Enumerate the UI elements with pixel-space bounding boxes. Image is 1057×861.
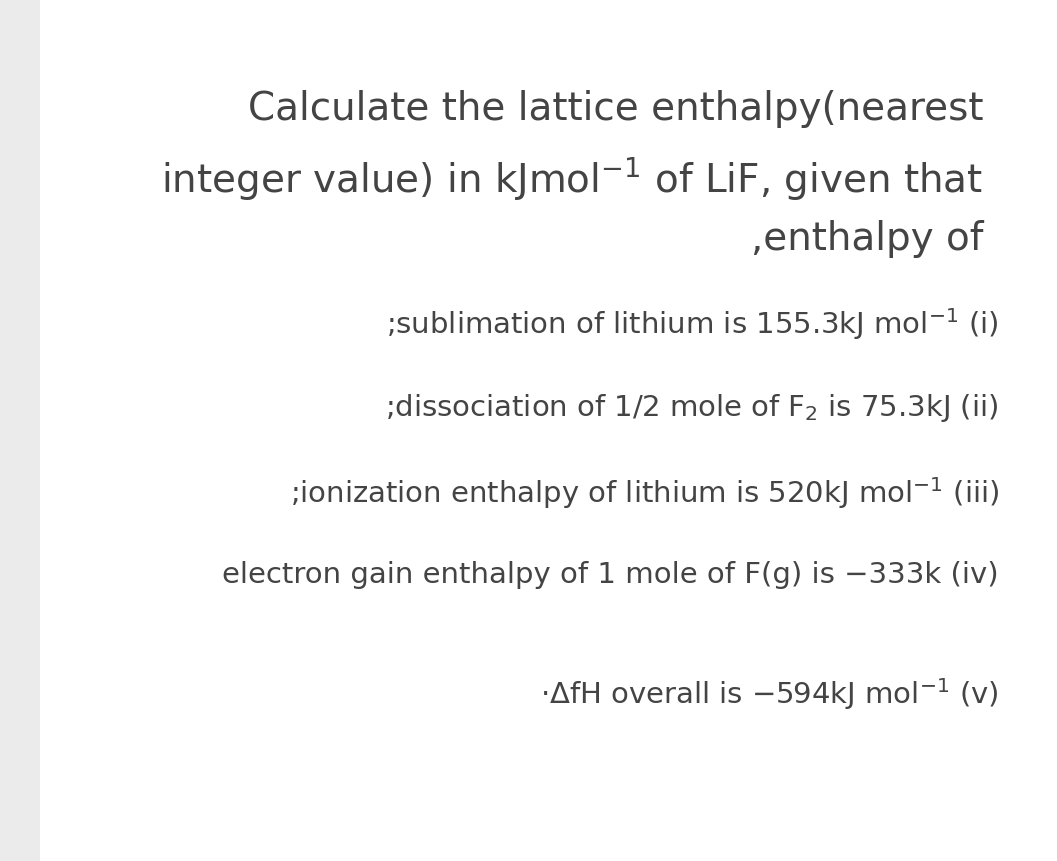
Text: ·ΔfH overall is −594kJ mol$^{-1}$ (v): ·ΔfH overall is −594kJ mol$^{-1}$ (v) bbox=[540, 676, 999, 712]
Text: ,enthalpy of: ,enthalpy of bbox=[750, 220, 983, 257]
Text: integer value) in kJmol$^{-1}$ of LiF, given that: integer value) in kJmol$^{-1}$ of LiF, g… bbox=[161, 155, 983, 202]
Text: electron gain enthalpy of 1 mole of F(g) is −333k (iv): electron gain enthalpy of 1 mole of F(g)… bbox=[222, 561, 999, 590]
Text: ;sublimation of lithium is 155.3kJ mol$^{-1}$ (i): ;sublimation of lithium is 155.3kJ mol$^… bbox=[386, 306, 999, 342]
Text: Calculate the lattice enthalpy(nearest: Calculate the lattice enthalpy(nearest bbox=[247, 90, 983, 128]
Bar bbox=[0, 0, 40, 861]
Text: ;ionization enthalpy of lithium is 520kJ mol$^{-1}$ (iii): ;ionization enthalpy of lithium is 520kJ… bbox=[290, 475, 999, 511]
Text: ;dissociation of 1/2 mole of F$_{2}$ is 75.3kJ (ii): ;dissociation of 1/2 mole of F$_{2}$ is … bbox=[386, 392, 999, 424]
